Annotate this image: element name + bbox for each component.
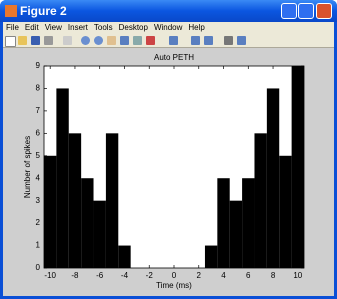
y-tick-label: 0 [36, 263, 41, 272]
bar [229, 200, 243, 268]
bar [105, 133, 119, 268]
menu-item[interactable]: Insert [67, 23, 88, 32]
x-tick-label: 10 [293, 271, 302, 280]
app-icon [5, 5, 17, 17]
x-tick-label: 6 [246, 271, 251, 280]
menu-item[interactable]: Window [153, 23, 183, 32]
bar [118, 245, 131, 268]
window-title: Figure 2 [20, 4, 67, 18]
x-tick-label: -2 [146, 271, 154, 280]
x-tick-label: -8 [71, 271, 79, 280]
rotate-icon[interactable] [120, 36, 129, 45]
menu-bar: File Edit View Insert Tools Desktop Window Help [3, 22, 334, 34]
axes-box [43, 65, 305, 269]
save-icon[interactable] [31, 36, 40, 45]
zoom-in-icon[interactable] [81, 36, 90, 45]
figure: Auto PETH Time (ms) Number of spikes 0 1 2… [3, 48, 334, 296]
y-tick-label: 9 [36, 61, 41, 70]
bar [68, 133, 82, 268]
brush-icon[interactable] [146, 36, 155, 45]
bar [56, 88, 69, 268]
bar [204, 245, 218, 268]
datacursor-icon[interactable] [133, 36, 142, 45]
minimize-button[interactable] [281, 3, 297, 19]
x-tick-label: 0 [172, 271, 177, 280]
x-tick-label: 2 [197, 271, 202, 280]
y-tick-label: 2 [36, 218, 41, 227]
bar [291, 66, 304, 268]
y-axis-label: Number of spikes [23, 136, 32, 198]
y-tick-label: 8 [36, 84, 41, 93]
x-tick-label: 8 [271, 271, 276, 280]
hide-tools-icon[interactable] [224, 36, 233, 45]
bar [81, 178, 94, 268]
bar [279, 155, 292, 268]
show-tools-icon[interactable] [237, 36, 246, 45]
close-button[interactable] [316, 3, 332, 19]
bar [44, 155, 57, 268]
maximize-button[interactable] [298, 3, 314, 19]
menu-item[interactable]: View [44, 23, 62, 32]
bar [254, 133, 267, 268]
x-tick-label: -6 [96, 271, 104, 280]
pointer-icon[interactable] [63, 36, 72, 45]
y-tick-label: 6 [36, 128, 41, 137]
bar [242, 178, 255, 268]
y-tick-label: 3 [36, 196, 41, 205]
colorbar-icon[interactable] [191, 36, 200, 45]
bar [266, 88, 280, 268]
x-tick-label: -4 [121, 271, 129, 280]
y-tick-label: 4 [36, 173, 41, 182]
link-icon[interactable] [169, 36, 178, 45]
menu-item[interactable]: Tools [93, 23, 113, 32]
open-icon[interactable] [18, 36, 27, 45]
menu-item[interactable]: File [6, 23, 19, 32]
zoom-out-icon[interactable] [94, 36, 103, 45]
bar [217, 178, 230, 268]
bar [93, 200, 106, 268]
title-bar: Figure 2 [0, 0, 337, 22]
y-tick-label: 5 [36, 151, 41, 160]
x-axis-label: Time (ms) [156, 281, 192, 290]
y-tick-label: 7 [36, 106, 41, 115]
menu-item[interactable]: Help [188, 23, 205, 32]
menu-item[interactable]: Desktop [118, 23, 148, 32]
print-icon[interactable] [44, 36, 53, 45]
toolbar [3, 34, 334, 48]
y-tick-label: 1 [36, 241, 41, 250]
x-tick-label: -10 [44, 271, 56, 280]
legend-icon[interactable] [204, 36, 213, 45]
chart-title: Auto PETH [154, 53, 194, 62]
pan-icon[interactable] [107, 36, 116, 45]
menu-item[interactable]: Edit [24, 23, 39, 32]
new-icon[interactable] [5, 36, 16, 47]
x-tick-label: 4 [221, 271, 226, 280]
